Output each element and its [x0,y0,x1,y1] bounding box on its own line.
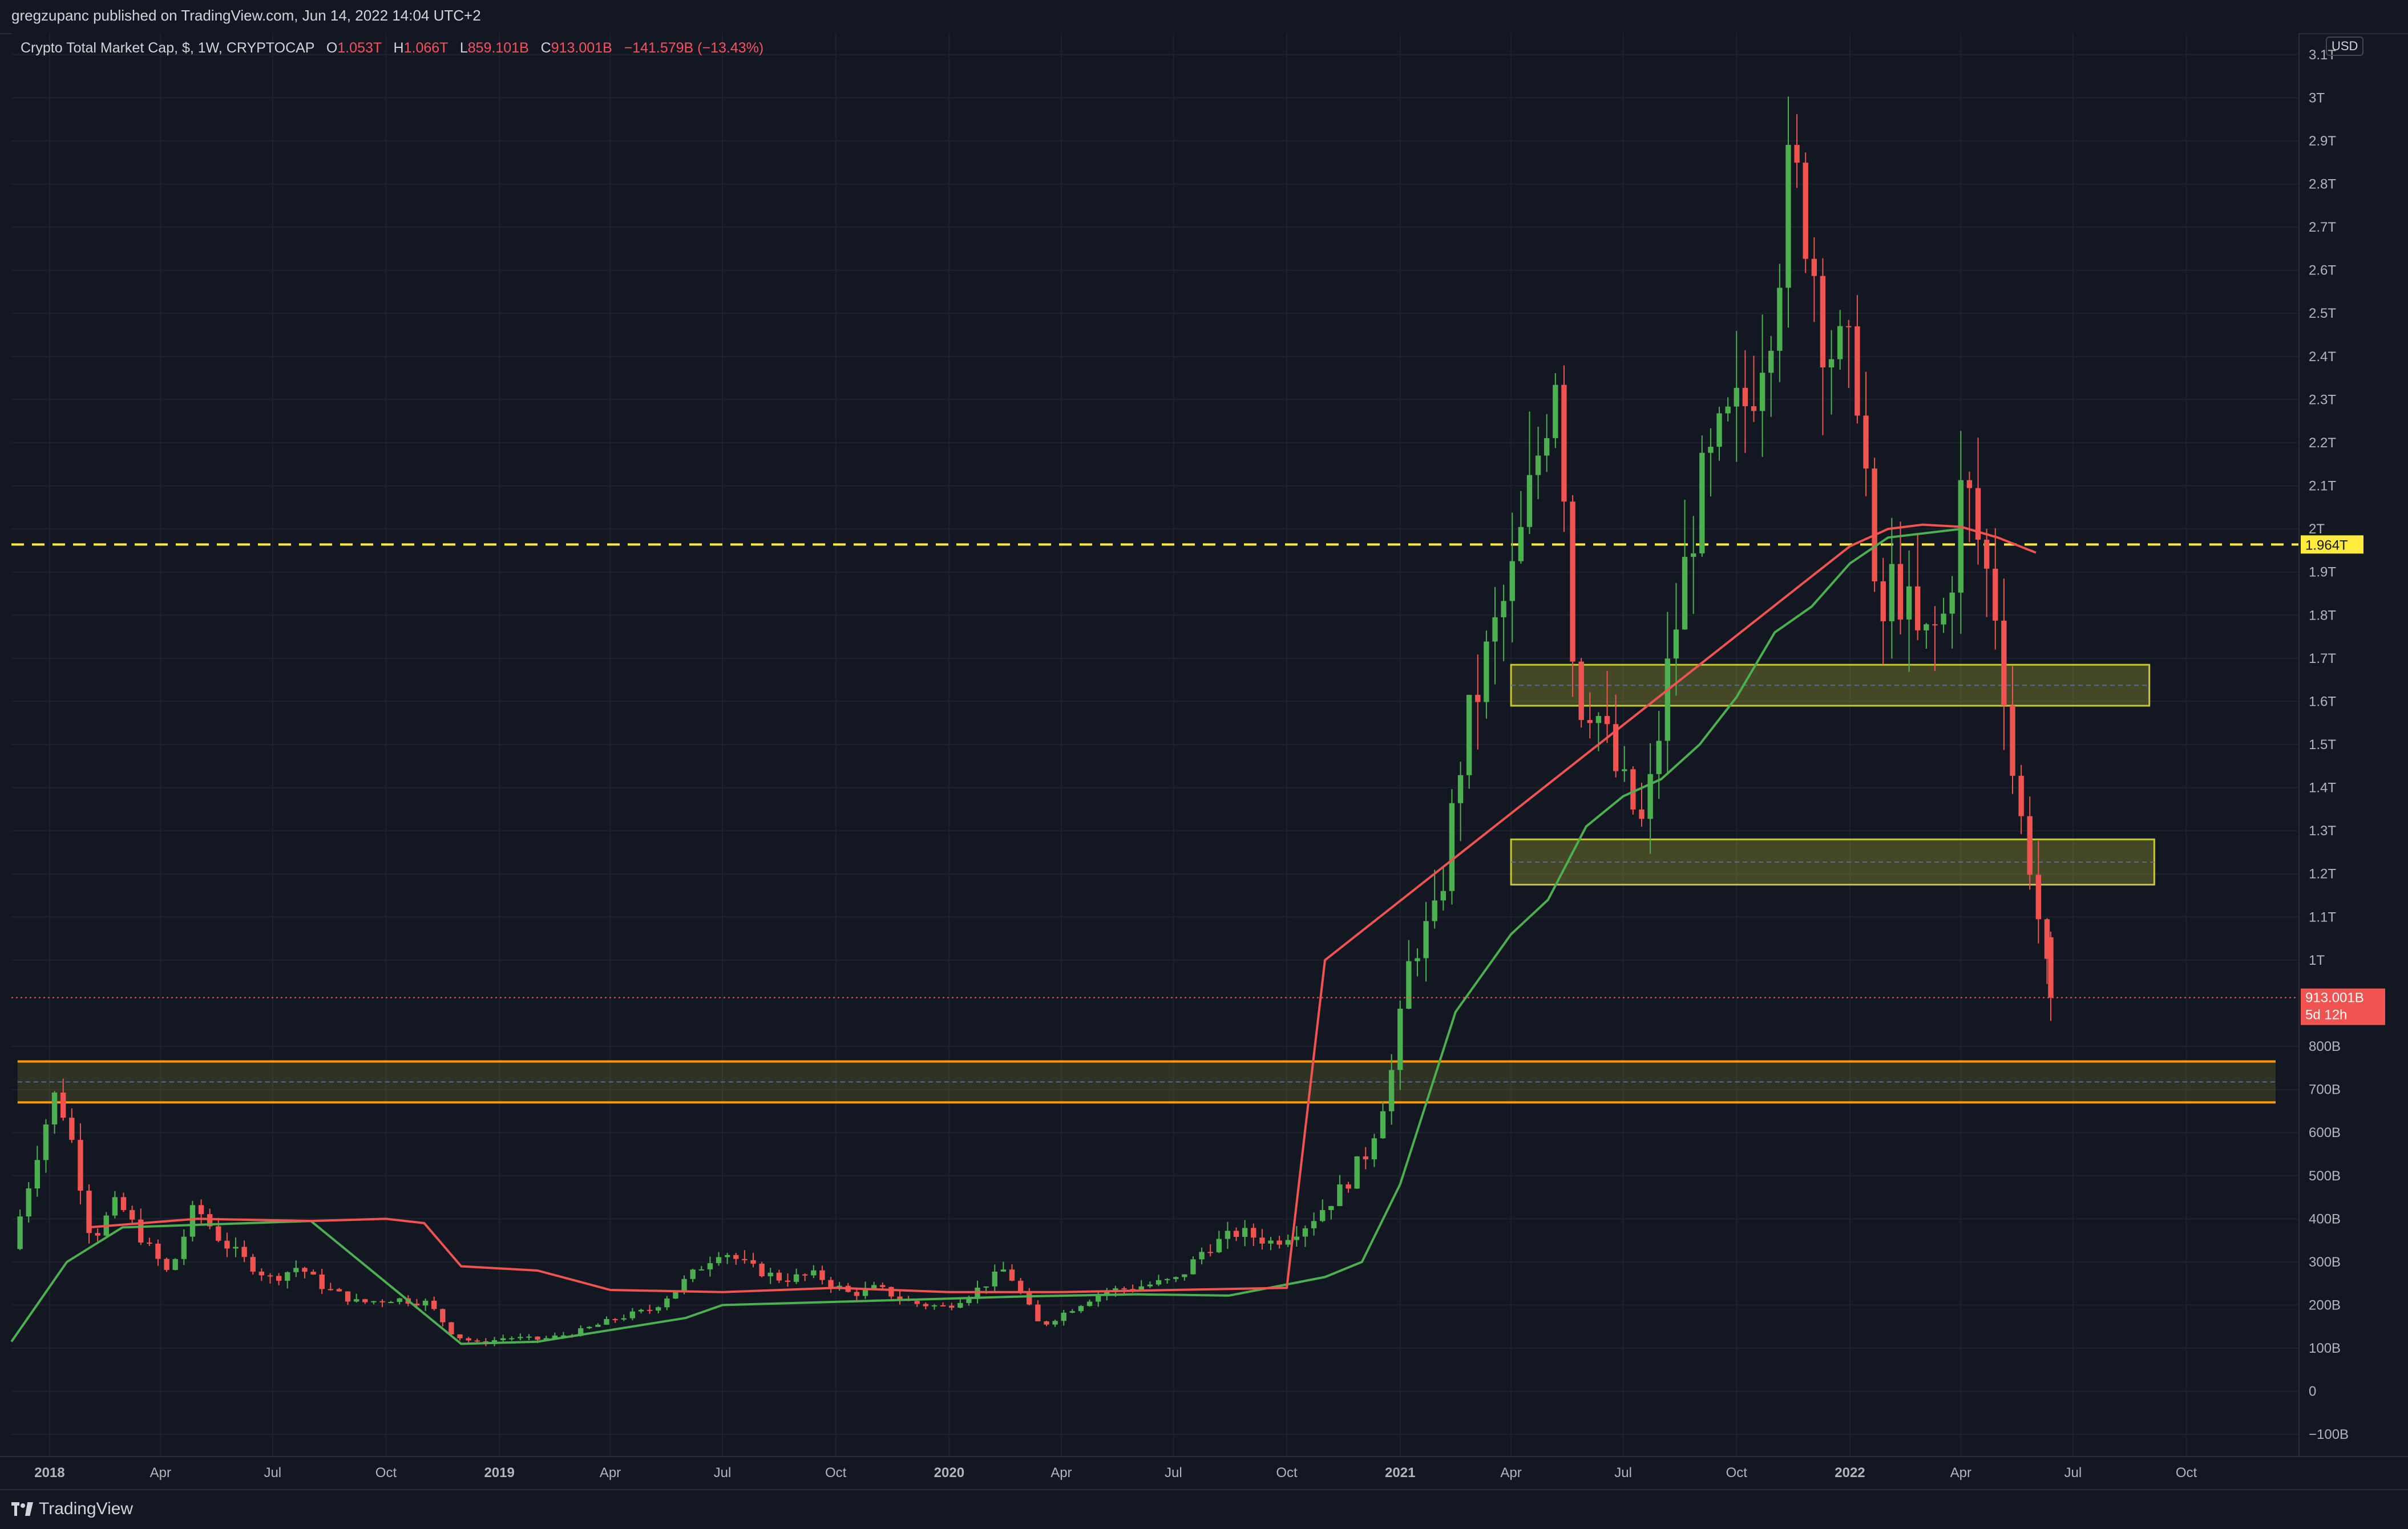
close-value: 913.001B [551,40,612,56]
footer [0,1489,2408,1529]
open-value: 1.053T [337,40,382,56]
symbol-label: Crypto Total Market Cap, $, 1W, CRYPTOCA… [21,40,315,56]
high-label: H [393,40,404,56]
price-axis[interactable] [2298,33,2408,1456]
time-axis[interactable] [0,1456,2408,1489]
publisher-bar: gregzupanc published on TradingView.com,… [0,0,2408,34]
tradingview-icon [11,1502,33,1516]
high-value: 1.066T [403,40,448,56]
change-value: −141.579B (−13.43%) [624,40,764,56]
close-label: C [540,40,551,56]
tradingview-logo[interactable]: TradingView [11,1499,133,1519]
low-label: L [459,40,468,56]
publisher-line: gregzupanc published on TradingView.com,… [11,7,481,24]
currency-button[interactable]: USD [2326,37,2364,56]
tradingview-brand: TradingView [39,1499,134,1518]
open-label: O [326,40,338,56]
ohlc-legend: Crypto Total Market Cap, $, 1W, CRYPTOCA… [21,40,763,56]
chart-area[interactable] [11,33,2298,1456]
low-value: 859.101B [467,40,529,56]
